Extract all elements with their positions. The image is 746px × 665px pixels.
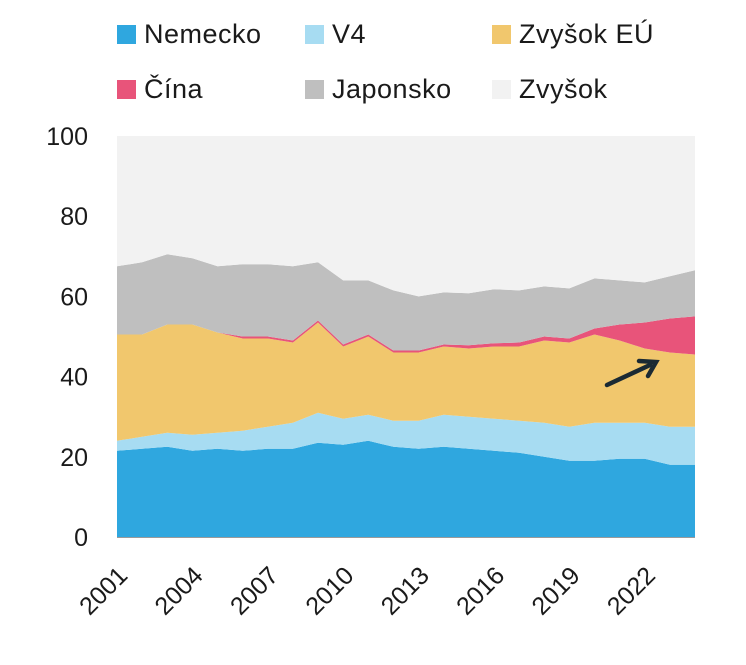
legend-swatch-zvysok-eu [492, 24, 511, 44]
x-tick-label: 2019 [526, 561, 585, 620]
legend-item-japonsko: Japonsko [305, 69, 452, 109]
legend-label-cina: Čína [144, 73, 204, 104]
trend-arrow-line [604, 362, 653, 388]
legend-swatch-zvysok [492, 79, 511, 99]
legend-item-v4: V4 [305, 14, 366, 54]
y-tick-label: 40 [60, 364, 88, 392]
legend-swatch-cina [117, 79, 136, 99]
trend-arrow-head [636, 358, 660, 379]
legend-item-nemecko: Nemecko [117, 14, 262, 54]
x-axis: 2001 2004 2007 2010 2013 2016 2019 2022 [74, 537, 695, 621]
y-tick-label: 20 [60, 444, 88, 472]
area-series-1 [117, 412, 695, 465]
legend-label-zvysok: Zvyšok [519, 73, 608, 104]
legend-label-nemecko: Nemecko [144, 18, 262, 49]
area-series-5 [117, 136, 695, 297]
area-series-3 [117, 316, 695, 355]
legend-item-zvysok-eu: Zvyšok EÚ [492, 14, 654, 54]
legend-label-japonsko: Japonsko [332, 73, 452, 104]
area-series-group [117, 136, 695, 537]
x-tick-label: 2016 [451, 561, 510, 620]
y-tick-label: 0 [74, 524, 88, 552]
area-series-0 [117, 440, 695, 537]
y-tick-label: 60 [60, 283, 88, 311]
legend-label-v4: V4 [332, 18, 367, 49]
y-tick-label: 100 [46, 123, 88, 151]
legend-swatch-japonsko [305, 79, 324, 99]
legend-item-zvysok: Zvyšok [492, 69, 608, 109]
trend-arrow [604, 358, 660, 388]
legend-label-zvysok-eu: Zvyšok EÚ [519, 18, 655, 49]
y-axis: 0 20 40 60 80 100 [46, 123, 88, 552]
area-series-4 [117, 254, 695, 351]
legend-swatch-nemecko [117, 24, 136, 44]
x-tick-label: 2022 [602, 561, 661, 620]
x-tick-label: 2001 [74, 561, 133, 620]
area-series-2 [117, 322, 695, 441]
legend-item-cina: Čína [117, 69, 203, 109]
legend-swatch-v4 [305, 24, 324, 44]
legend: Nemecko V4 Zvyšok EÚ Čína Japonsko Zvyšo… [0, 0, 746, 120]
x-tick-label: 2004 [150, 561, 209, 620]
y-tick-label: 80 [60, 203, 88, 231]
x-tick-label: 2013 [376, 561, 435, 620]
x-tick-label: 2007 [225, 561, 284, 620]
x-tick-label: 2010 [300, 561, 359, 620]
